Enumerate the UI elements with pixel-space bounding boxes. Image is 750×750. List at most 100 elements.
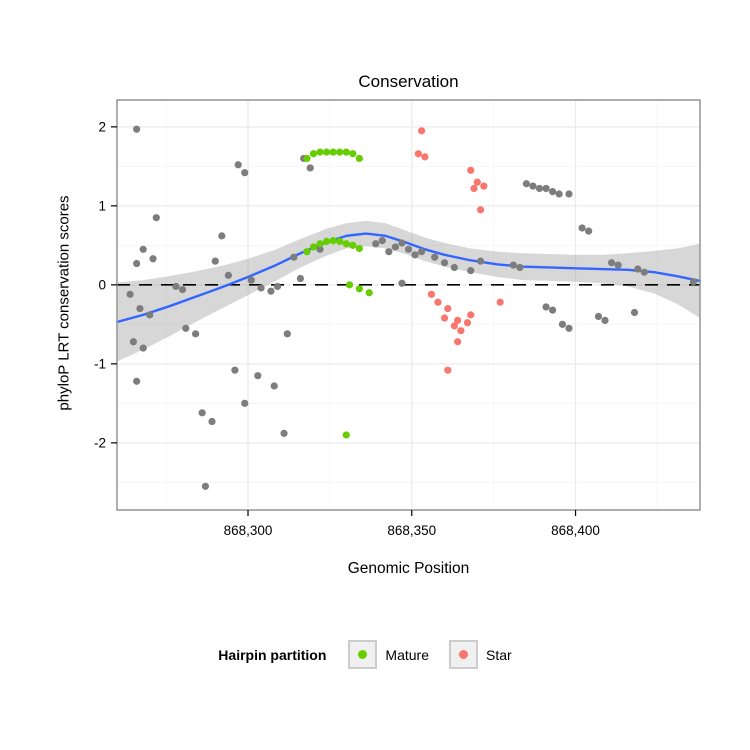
data-point-star <box>450 322 458 330</box>
data-point-unpartitioned <box>280 429 288 437</box>
data-point-mature <box>349 241 357 249</box>
data-point-unpartitioned <box>509 261 517 269</box>
data-point-mature <box>309 150 318 158</box>
x-tick-label: 868,350 <box>387 523 436 538</box>
data-point-unpartitioned <box>549 306 557 314</box>
data-point-mature <box>336 148 344 156</box>
data-point-unpartitioned <box>565 324 573 332</box>
data-point-star <box>473 178 481 186</box>
data-point-unpartitioned <box>558 320 567 328</box>
data-point-unpartitioned <box>178 285 187 294</box>
data-point-mature <box>365 289 373 297</box>
data-point-unpartitioned <box>149 255 157 263</box>
data-point-unpartitioned <box>211 257 219 265</box>
data-point-mature <box>323 237 331 246</box>
data-point-mature <box>303 154 311 163</box>
data-point-mature <box>316 240 324 248</box>
data-point-unpartitioned <box>634 265 642 273</box>
data-point-unpartitioned <box>283 330 291 338</box>
data-point-star <box>421 153 429 161</box>
data-point-unpartitioned <box>273 282 282 291</box>
data-point-unpartitioned <box>198 409 206 417</box>
scatter-plot: 868,300 868,350 868,400 -2 -1 0 1 2 <box>94 99 702 538</box>
data-point-star <box>444 366 452 374</box>
data-point-unpartitioned <box>290 253 298 261</box>
data-point-unpartitioned <box>594 312 603 321</box>
data-point-unpartitioned <box>398 279 406 287</box>
data-point-mature <box>349 150 357 158</box>
data-point-unpartitioned <box>296 274 305 283</box>
data-point-unpartitioned <box>607 259 616 267</box>
legend-key-mature <box>348 640 378 669</box>
data-point-unpartitioned <box>208 417 216 426</box>
data-point-mature <box>345 281 354 289</box>
data-point-mature <box>329 237 337 245</box>
data-point-unpartitioned <box>139 245 147 253</box>
data-point-unpartitioned <box>542 303 550 311</box>
data-point-mature <box>342 148 350 156</box>
data-point-unpartitioned <box>146 311 154 319</box>
data-point-unpartitioned <box>391 243 399 251</box>
data-point-unpartitioned <box>224 271 232 279</box>
data-point-star <box>440 314 449 322</box>
data-point-unpartitioned <box>218 232 226 240</box>
data-point-unpartitioned <box>133 259 141 268</box>
data-point-unpartitioned <box>476 257 485 265</box>
data-point-unpartitioned <box>231 366 239 374</box>
data-point-unpartitioned <box>640 268 648 276</box>
y-tick-label: 2 <box>98 119 106 134</box>
legend-key-star <box>449 640 478 669</box>
legend: Hairpin partition Mature Star <box>0 640 750 669</box>
data-point-unpartitioned <box>578 224 586 232</box>
data-point-unpartitioned <box>372 240 380 248</box>
data-point-unpartitioned <box>411 251 419 259</box>
data-point-unpartitioned <box>450 263 458 272</box>
data-point-mature <box>355 285 363 293</box>
y-tick-label: 1 <box>98 198 106 213</box>
data-point-unpartitioned <box>152 214 160 222</box>
y-tick-label: -1 <box>94 356 106 371</box>
data-point-unpartitioned <box>516 263 524 272</box>
data-point-star <box>463 319 472 327</box>
data-point-unpartitioned <box>182 324 190 332</box>
data-point-unpartitioned <box>555 190 563 198</box>
data-point-unpartitioned <box>306 164 314 172</box>
data-point-mature <box>323 148 331 156</box>
data-point-unpartitioned <box>542 184 550 193</box>
data-point-unpartitioned <box>585 227 593 235</box>
data-point-unpartitioned <box>316 245 324 253</box>
data-point-mature <box>342 240 350 248</box>
data-point-unpartitioned <box>267 287 275 295</box>
data-point-unpartitioned <box>241 169 249 177</box>
panel-border <box>116 99 701 511</box>
data-point-star <box>427 290 436 298</box>
x-tick-label: 868,300 <box>224 523 273 538</box>
legend-label-star: Star <box>486 646 512 663</box>
data-point-mature <box>303 248 311 256</box>
data-point-unpartitioned <box>385 248 393 256</box>
data-point-star <box>467 166 475 174</box>
data-point-unpartitioned <box>139 344 147 352</box>
data-point-unpartitioned <box>136 304 144 313</box>
data-point-mature <box>336 237 344 246</box>
chart-title: Conservation <box>358 72 459 91</box>
data-point-mature <box>342 431 350 439</box>
data-point-star <box>434 298 442 306</box>
data-point-unpartitioned <box>398 239 406 247</box>
data-point-unpartitioned <box>431 253 439 261</box>
data-point-unpartitioned <box>234 161 242 169</box>
data-point-star <box>470 184 478 193</box>
data-point-star <box>467 311 475 319</box>
data-point-unpartitioned <box>689 278 698 286</box>
data-point-unpartitioned <box>565 190 573 198</box>
data-point-mature <box>355 244 363 253</box>
legend-label-mature: Mature <box>385 646 429 663</box>
data-point-unpartitioned <box>172 282 180 291</box>
data-point-unpartitioned <box>129 338 137 346</box>
x-tick-label: 868,400 <box>551 523 600 538</box>
data-point-star <box>476 206 485 214</box>
data-point-unpartitioned <box>467 267 475 275</box>
star-dot-icon <box>459 650 468 659</box>
confidence-ribbon <box>117 220 700 362</box>
data-point-unpartitioned <box>126 290 134 298</box>
